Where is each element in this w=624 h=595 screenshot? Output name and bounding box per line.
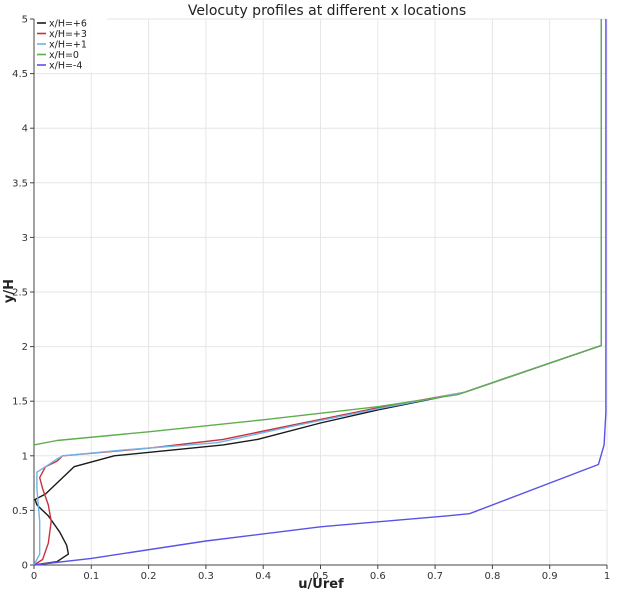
legend-entry: x/H=+1 xyxy=(49,40,87,51)
y-tick-label: 1.5 xyxy=(12,397,28,408)
y-tick-label: 4 xyxy=(22,124,28,135)
series-line-x-h-4 xyxy=(33,19,607,566)
chart-title: Velocuty profiles at different x locatio… xyxy=(188,3,466,19)
legend-entry: x/H=0 xyxy=(49,50,79,61)
y-tick-label: 3 xyxy=(22,233,28,244)
legend-entry: x/H=+6 xyxy=(49,19,87,30)
grid-lines xyxy=(33,18,608,566)
axes xyxy=(30,18,608,569)
x-tick-label: 0.5 xyxy=(313,571,329,582)
series-lines xyxy=(33,19,607,566)
x-tick-label: 0.7 xyxy=(427,571,443,582)
x-tick-label: 0.4 xyxy=(255,571,271,582)
legend: x/H=+6x/H=+3x/H=+1x/H=0x/H=-4 xyxy=(35,17,107,73)
series-line-x-h-6 xyxy=(33,19,602,566)
y-tick-label: 5 xyxy=(22,15,28,26)
legend-entry: x/H=-4 xyxy=(49,61,82,72)
y-tick-label: 0.5 xyxy=(12,506,28,517)
series-line-x-h-0 xyxy=(33,19,602,446)
tick-labels: 0 0.1 0.2 0.3 0.4 0.5 0.6 0.7 0.8 0.9 1 0 0.5 1 1.5 2 2.… xyxy=(12,15,610,583)
x-tick-label: 0.3 xyxy=(198,571,214,582)
y-tick-label: 0 xyxy=(22,561,28,572)
x-tick-label: 1 xyxy=(604,571,610,582)
y-tick-label: 2 xyxy=(22,342,28,353)
x-tick-label: 0 xyxy=(31,571,37,582)
y-tick-label: 3.5 xyxy=(12,178,28,189)
y-tick-label: 2.5 xyxy=(12,288,28,299)
x-tick-label: 0.9 xyxy=(542,571,558,582)
x-tick-label: 0.1 xyxy=(83,571,99,582)
x-tick-label: 0.6 xyxy=(370,571,386,582)
x-tick-label: 0.2 xyxy=(141,571,157,582)
legend-box xyxy=(35,17,107,73)
y-tick-label: 1 xyxy=(22,451,28,462)
y-axis-label: y/H xyxy=(2,279,17,303)
x-axis-label: u/Uref xyxy=(298,577,344,592)
legend-entry: x/H=+3 xyxy=(49,29,87,40)
x-tick-label: 0.8 xyxy=(484,571,500,582)
y-tick-label: 4.5 xyxy=(12,69,28,80)
